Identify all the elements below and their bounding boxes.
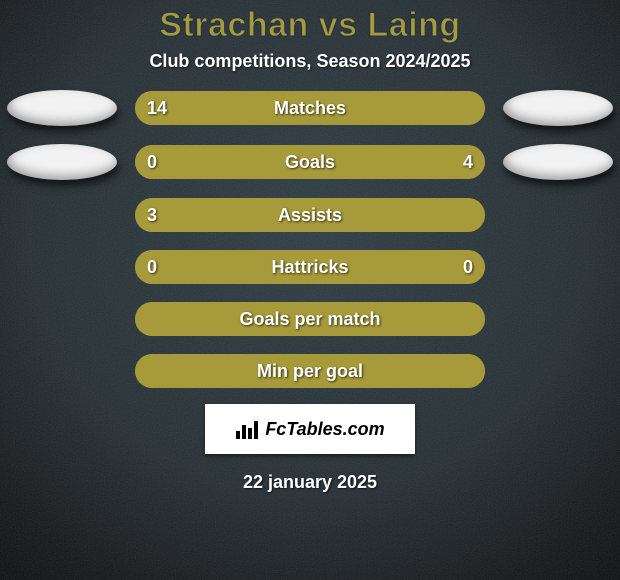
stat-value-left: 14 xyxy=(147,98,167,119)
player-left-marker xyxy=(7,90,117,126)
stat-bar: 14 Matches xyxy=(135,91,485,125)
stat-bar: Goals per match xyxy=(135,302,485,336)
title-player-right: Laing xyxy=(368,6,461,44)
stat-row: 3 Assists xyxy=(0,198,620,232)
date-label: 22 january 2025 xyxy=(243,472,377,493)
stat-bar: 3 Assists xyxy=(135,198,485,232)
player-right-marker xyxy=(503,144,613,180)
player-left-marker xyxy=(7,144,117,180)
bar-fill-right xyxy=(198,145,485,179)
stat-value-left: 0 xyxy=(147,152,157,173)
stat-label: Goals per match xyxy=(239,309,380,330)
title-player-left: Strachan xyxy=(159,6,309,44)
stat-row: 0 0 Hattricks xyxy=(0,250,620,284)
stat-row: Min per goal xyxy=(0,354,620,388)
stat-label: Matches xyxy=(274,98,346,119)
subtitle: Club competitions, Season 2024/2025 xyxy=(149,51,470,72)
stat-label: Goals xyxy=(285,152,335,173)
stat-label: Assists xyxy=(278,205,342,226)
stat-row: Goals per match xyxy=(0,302,620,336)
logo-text: FcTables.com xyxy=(265,419,384,440)
stat-label: Hattricks xyxy=(271,257,348,278)
stat-row: 14 Matches xyxy=(0,90,620,126)
stat-label: Min per goal xyxy=(257,361,363,382)
stat-bar: Min per goal xyxy=(135,354,485,388)
stat-row: 0 4 Goals xyxy=(0,144,620,180)
stat-value-left: 0 xyxy=(147,257,157,278)
stat-bar: 0 0 Hattricks xyxy=(135,250,485,284)
logo[interactable]: FcTables.com xyxy=(205,404,415,454)
comparison-chart: 14 Matches 0 4 Goals 3 Assists 0 0 Hattricks Goals… xyxy=(0,90,620,388)
bars-icon xyxy=(235,419,259,439)
title-vs: vs xyxy=(319,6,358,44)
stat-value-right: 4 xyxy=(463,152,473,173)
bar-fill-left xyxy=(135,145,198,179)
stat-bar: 0 4 Goals xyxy=(135,145,485,179)
player-right-marker xyxy=(503,90,613,126)
page-title: Strachan vs Laing xyxy=(159,6,460,45)
stat-value-left: 3 xyxy=(147,205,157,226)
stat-value-right: 0 xyxy=(463,257,473,278)
